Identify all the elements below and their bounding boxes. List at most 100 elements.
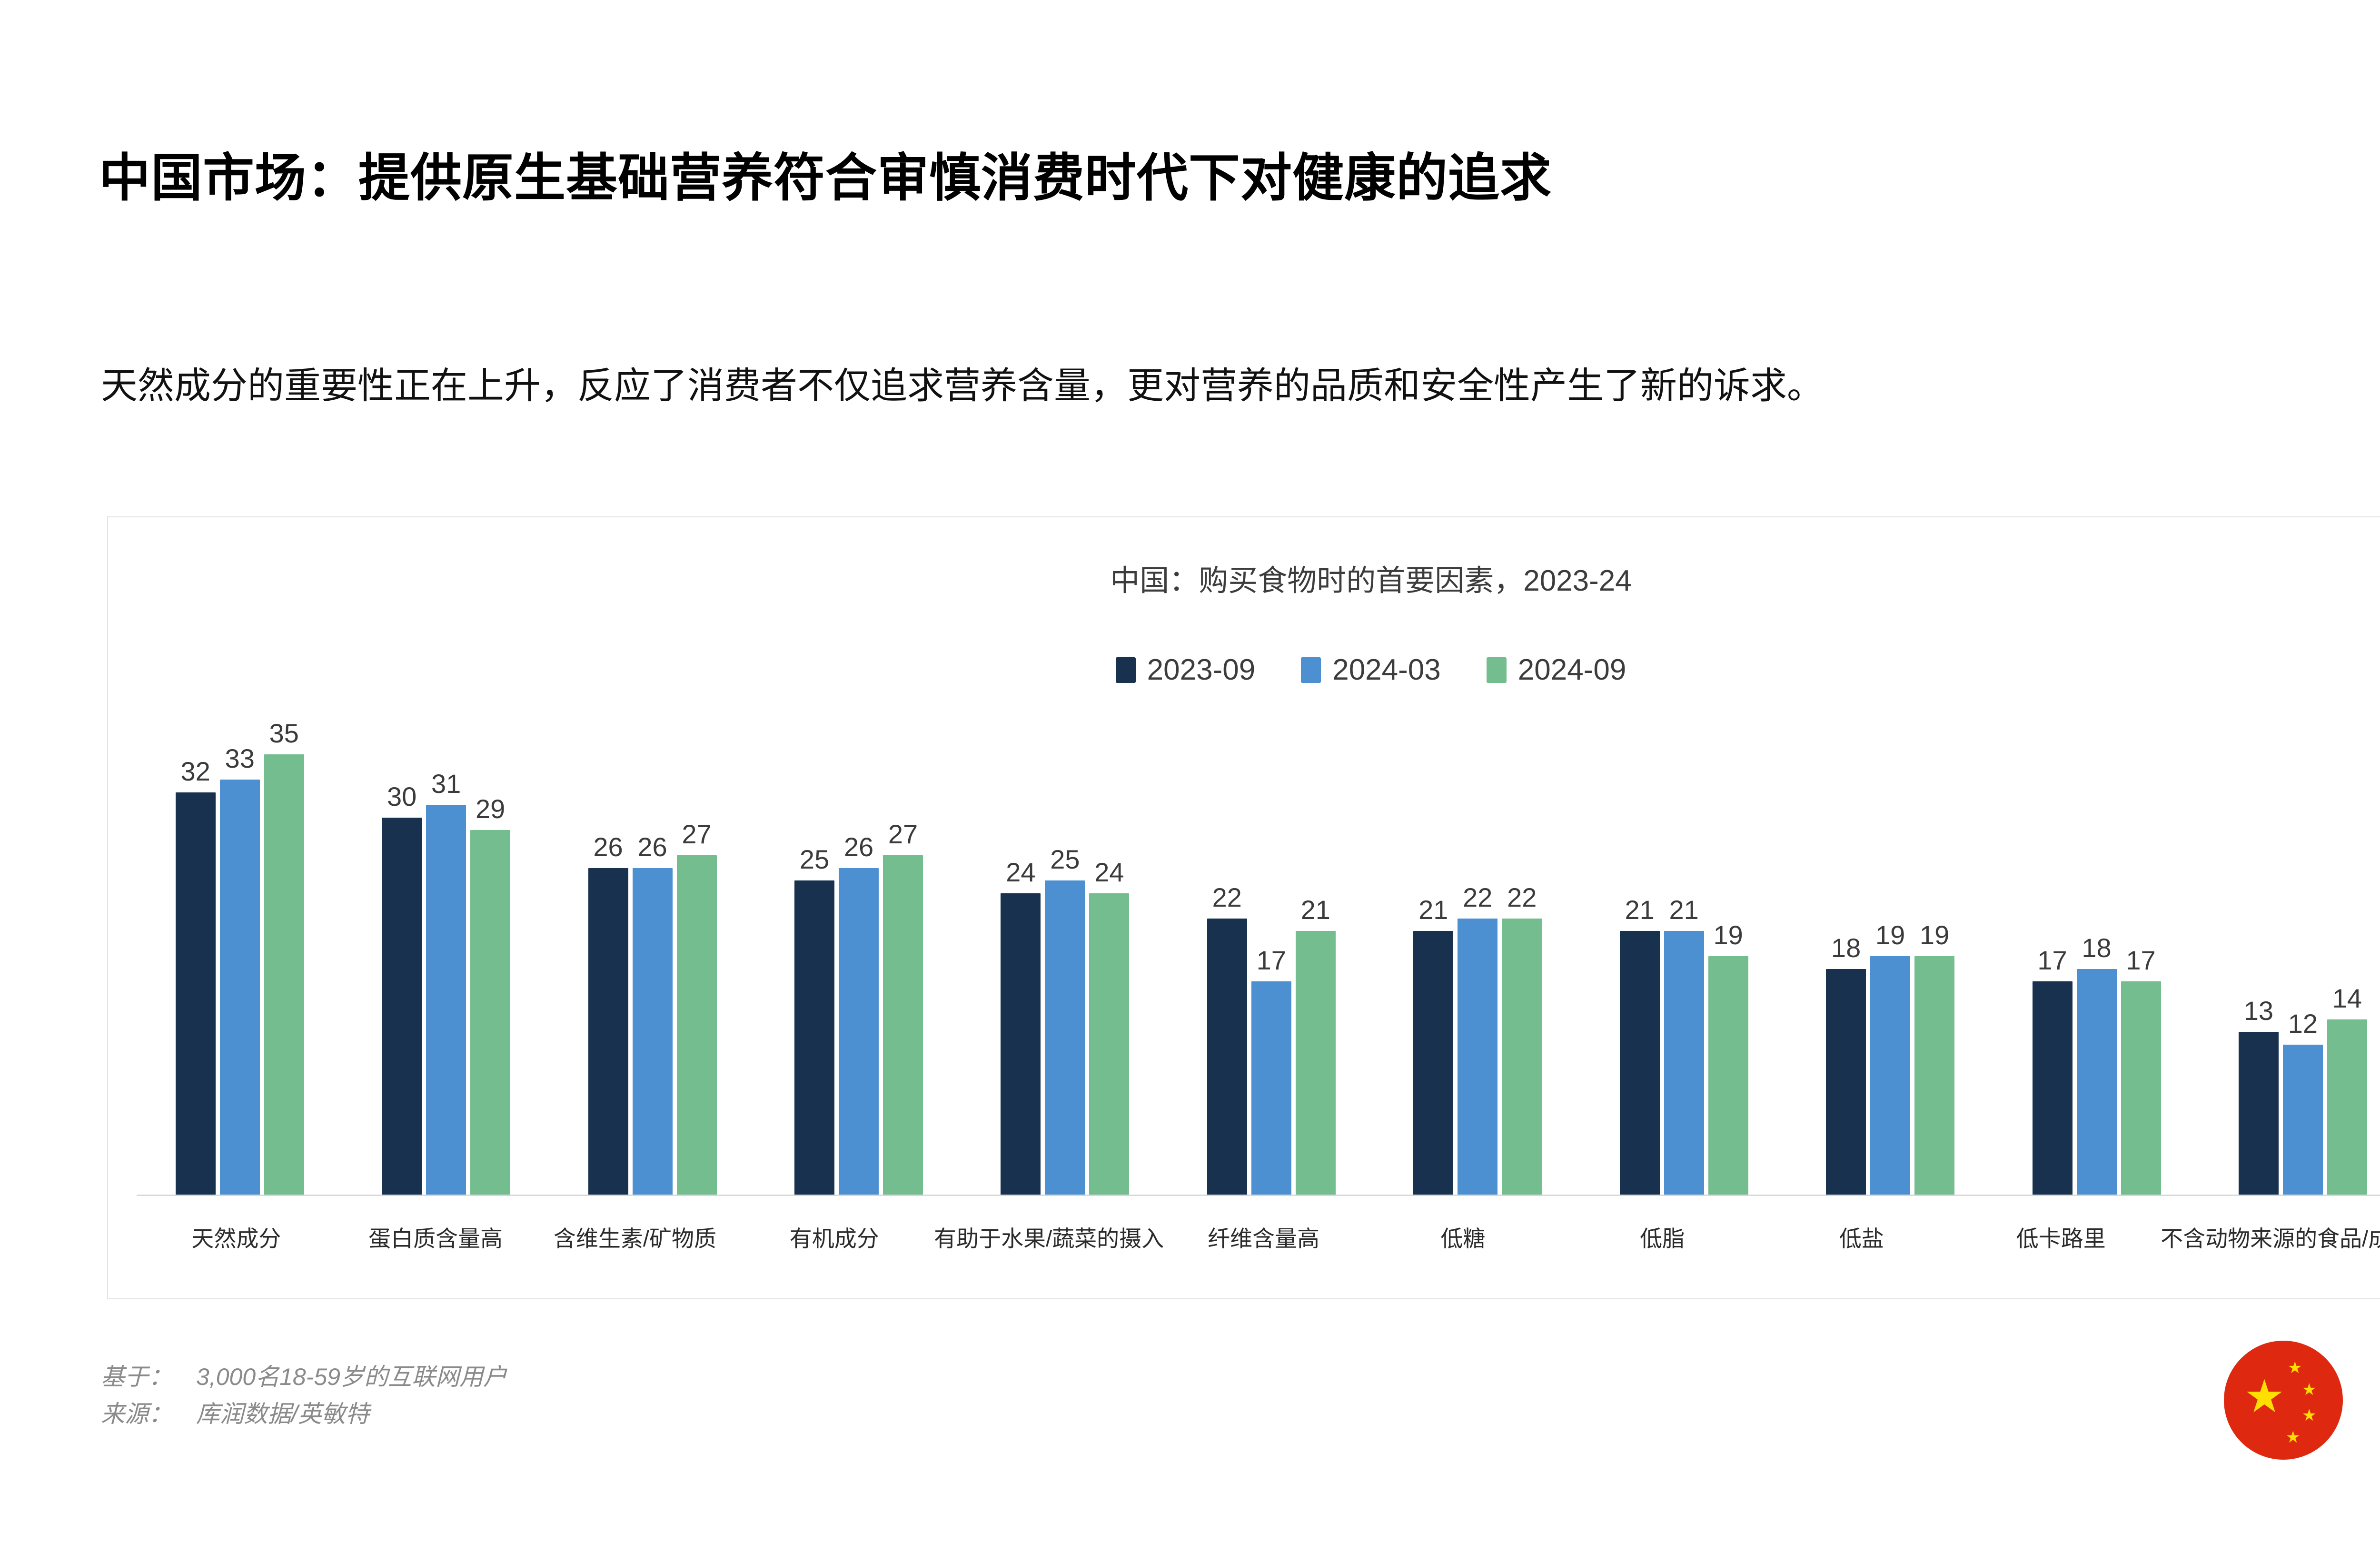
bar-rect[interactable] bbox=[883, 855, 923, 1196]
bar-rect[interactable] bbox=[1458, 919, 1498, 1196]
footnote-base: 基于： 3,000名18-59岁的互联网用户 bbox=[101, 1359, 507, 1396]
bar-rect[interactable] bbox=[1045, 880, 1085, 1196]
bar-value-label: 26 bbox=[843, 832, 874, 862]
x-axis-label: 天然成分 bbox=[191, 1226, 281, 1251]
bar-rect[interactable] bbox=[632, 868, 673, 1196]
bar-rect[interactable] bbox=[1251, 981, 1291, 1196]
bar-item[interactable]: 35 bbox=[264, 717, 304, 1196]
bar-item[interactable]: 13 bbox=[2238, 717, 2279, 1196]
bar-value-label: 33 bbox=[225, 743, 255, 773]
flag-star-small-3: ★ bbox=[2302, 1406, 2317, 1424]
bar-rect[interactable] bbox=[794, 880, 834, 1196]
flag-star-small-1: ★ bbox=[2288, 1359, 2302, 1377]
chart-plot-area: 32 33 35 30 31 29 26 26 27 25 26 27 24 25 24 22 17 21 21 22… bbox=[137, 717, 2380, 1196]
bar-rect[interactable] bbox=[1413, 931, 1454, 1196]
page-subtitle: 天然成分的重要性正在上升，反应了消费者不仅追求营养含量，更对营养的品质和安全性产… bbox=[101, 366, 1824, 406]
legend-swatch-icon bbox=[1115, 657, 1136, 683]
bar-item[interactable]: 29 bbox=[470, 717, 511, 1196]
bar-value-label: 19 bbox=[1713, 920, 1743, 950]
bar-rect[interactable] bbox=[1708, 956, 1748, 1196]
bar-rect[interactable] bbox=[1001, 893, 1041, 1196]
bar-item[interactable]: 24 bbox=[1089, 717, 1130, 1196]
x-axis-label: 低盐 bbox=[1839, 1226, 1884, 1251]
bar-item[interactable]: 19 bbox=[1870, 717, 1911, 1196]
bar-rect[interactable] bbox=[426, 805, 466, 1196]
bar-item[interactable]: 14 bbox=[2327, 717, 2367, 1196]
bar-rect[interactable] bbox=[2076, 969, 2117, 1196]
legend-item-2024-03[interactable]: 2024-03 bbox=[1301, 655, 1441, 685]
bar-item[interactable]: 26 bbox=[588, 717, 628, 1196]
bar-rect[interactable] bbox=[588, 868, 628, 1196]
legend-item-2023-09[interactable]: 2023-09 bbox=[1115, 655, 1255, 685]
bar-value-label: 22 bbox=[1212, 882, 1242, 912]
chart-title: 中国：购买食物时的首要因素，2023-24 bbox=[1110, 564, 1632, 597]
bar-item[interactable]: 26 bbox=[632, 717, 673, 1196]
bar-item[interactable]: 17 bbox=[2121, 717, 2161, 1196]
x-axis-label: 低卡路里 bbox=[2016, 1226, 2106, 1251]
bar-item[interactable]: 19 bbox=[1914, 717, 1955, 1196]
bar-rect[interactable] bbox=[2282, 1045, 2323, 1196]
bar-rect[interactable] bbox=[676, 855, 717, 1196]
bar-item[interactable]: 25 bbox=[1045, 717, 1085, 1196]
bar-rect[interactable] bbox=[2238, 1032, 2279, 1196]
bar-item[interactable]: 26 bbox=[838, 717, 879, 1196]
x-axis-line bbox=[137, 1195, 2380, 1196]
bar-item[interactable]: 21 bbox=[1619, 717, 1660, 1196]
bar-item[interactable]: 25 bbox=[794, 717, 834, 1196]
bar-item[interactable]: 32 bbox=[175, 717, 216, 1196]
bar-item[interactable]: 19 bbox=[1708, 717, 1748, 1196]
bar-rect[interactable] bbox=[1914, 956, 1955, 1196]
bar-value-label: 18 bbox=[2082, 933, 2112, 963]
bar-group: 24 25 24 bbox=[962, 717, 1168, 1196]
bar-rect[interactable] bbox=[219, 780, 260, 1196]
bar-value-label: 21 bbox=[1300, 895, 1330, 925]
flag-star-large: ★ bbox=[2244, 1371, 2285, 1422]
bar-rect[interactable] bbox=[838, 868, 879, 1196]
footnote-base-value: 3,000名18-59岁的互联网用户 bbox=[196, 1364, 507, 1390]
bar-rect[interactable] bbox=[1826, 969, 1866, 1196]
bar-rect[interactable] bbox=[1870, 956, 1911, 1196]
bar-item[interactable]: 22 bbox=[1458, 717, 1498, 1196]
bar-item[interactable]: 22 bbox=[1207, 717, 1247, 1196]
bar-item[interactable]: 12 bbox=[2282, 717, 2323, 1196]
bar-groups: 32 33 35 30 31 29 26 26 27 25 26 27 24 25 24 22 17 21 21 22… bbox=[137, 717, 2380, 1196]
bar-item[interactable]: 31 bbox=[426, 717, 466, 1196]
chart-legend: 2023-09 2024-03 2024-09 bbox=[108, 655, 2380, 685]
bar-rect[interactable] bbox=[1619, 931, 1660, 1196]
bar-item[interactable]: 17 bbox=[2032, 717, 2073, 1196]
bar-item[interactable]: 18 bbox=[2076, 717, 2117, 1196]
bar-item[interactable]: 24 bbox=[1001, 717, 1041, 1196]
bar-rect[interactable] bbox=[175, 792, 216, 1196]
bar-item[interactable]: 22 bbox=[1502, 717, 1542, 1196]
bar-rect[interactable] bbox=[470, 830, 511, 1196]
bar-rect[interactable] bbox=[1207, 919, 1247, 1196]
bar-value-label: 29 bbox=[475, 794, 506, 824]
bar-item[interactable]: 21 bbox=[1295, 717, 1336, 1196]
bar-item[interactable]: 33 bbox=[219, 717, 260, 1196]
bar-rect[interactable] bbox=[1295, 931, 1336, 1196]
bar-value-label: 27 bbox=[888, 819, 918, 849]
bar-rect[interactable] bbox=[2032, 981, 2073, 1196]
bar-item[interactable]: 21 bbox=[1664, 717, 1704, 1196]
bar-rect[interactable] bbox=[382, 818, 422, 1196]
bar-rect[interactable] bbox=[1502, 919, 1542, 1196]
bar-rect[interactable] bbox=[2121, 981, 2161, 1196]
bar-rect[interactable] bbox=[2327, 1019, 2367, 1196]
bar-item[interactable]: 21 bbox=[1413, 717, 1454, 1196]
bar-item[interactable]: 17 bbox=[1251, 717, 1291, 1196]
bar-rect[interactable] bbox=[1089, 893, 1130, 1196]
bar-item[interactable]: 27 bbox=[883, 717, 923, 1196]
bar-value-label: 19 bbox=[1919, 920, 1950, 950]
x-axis-label: 有助于水果/蔬菜的摄入 bbox=[934, 1226, 1164, 1251]
bar-item[interactable]: 27 bbox=[676, 717, 717, 1196]
legend-item-2024-09[interactable]: 2024-09 bbox=[1486, 655, 1626, 685]
bar-item[interactable]: 18 bbox=[1826, 717, 1866, 1196]
bar-item[interactable]: 30 bbox=[382, 717, 422, 1196]
bar-rect[interactable] bbox=[1664, 931, 1704, 1196]
legend-swatch-icon bbox=[1486, 657, 1507, 683]
bar-group: 22 17 21 bbox=[1168, 717, 1374, 1196]
bar-value-label: 26 bbox=[637, 832, 667, 862]
bar-rect[interactable] bbox=[264, 754, 304, 1196]
footnote-source-key: 来源： bbox=[101, 1400, 172, 1427]
bar-group: 21 21 19 bbox=[1581, 717, 1787, 1196]
